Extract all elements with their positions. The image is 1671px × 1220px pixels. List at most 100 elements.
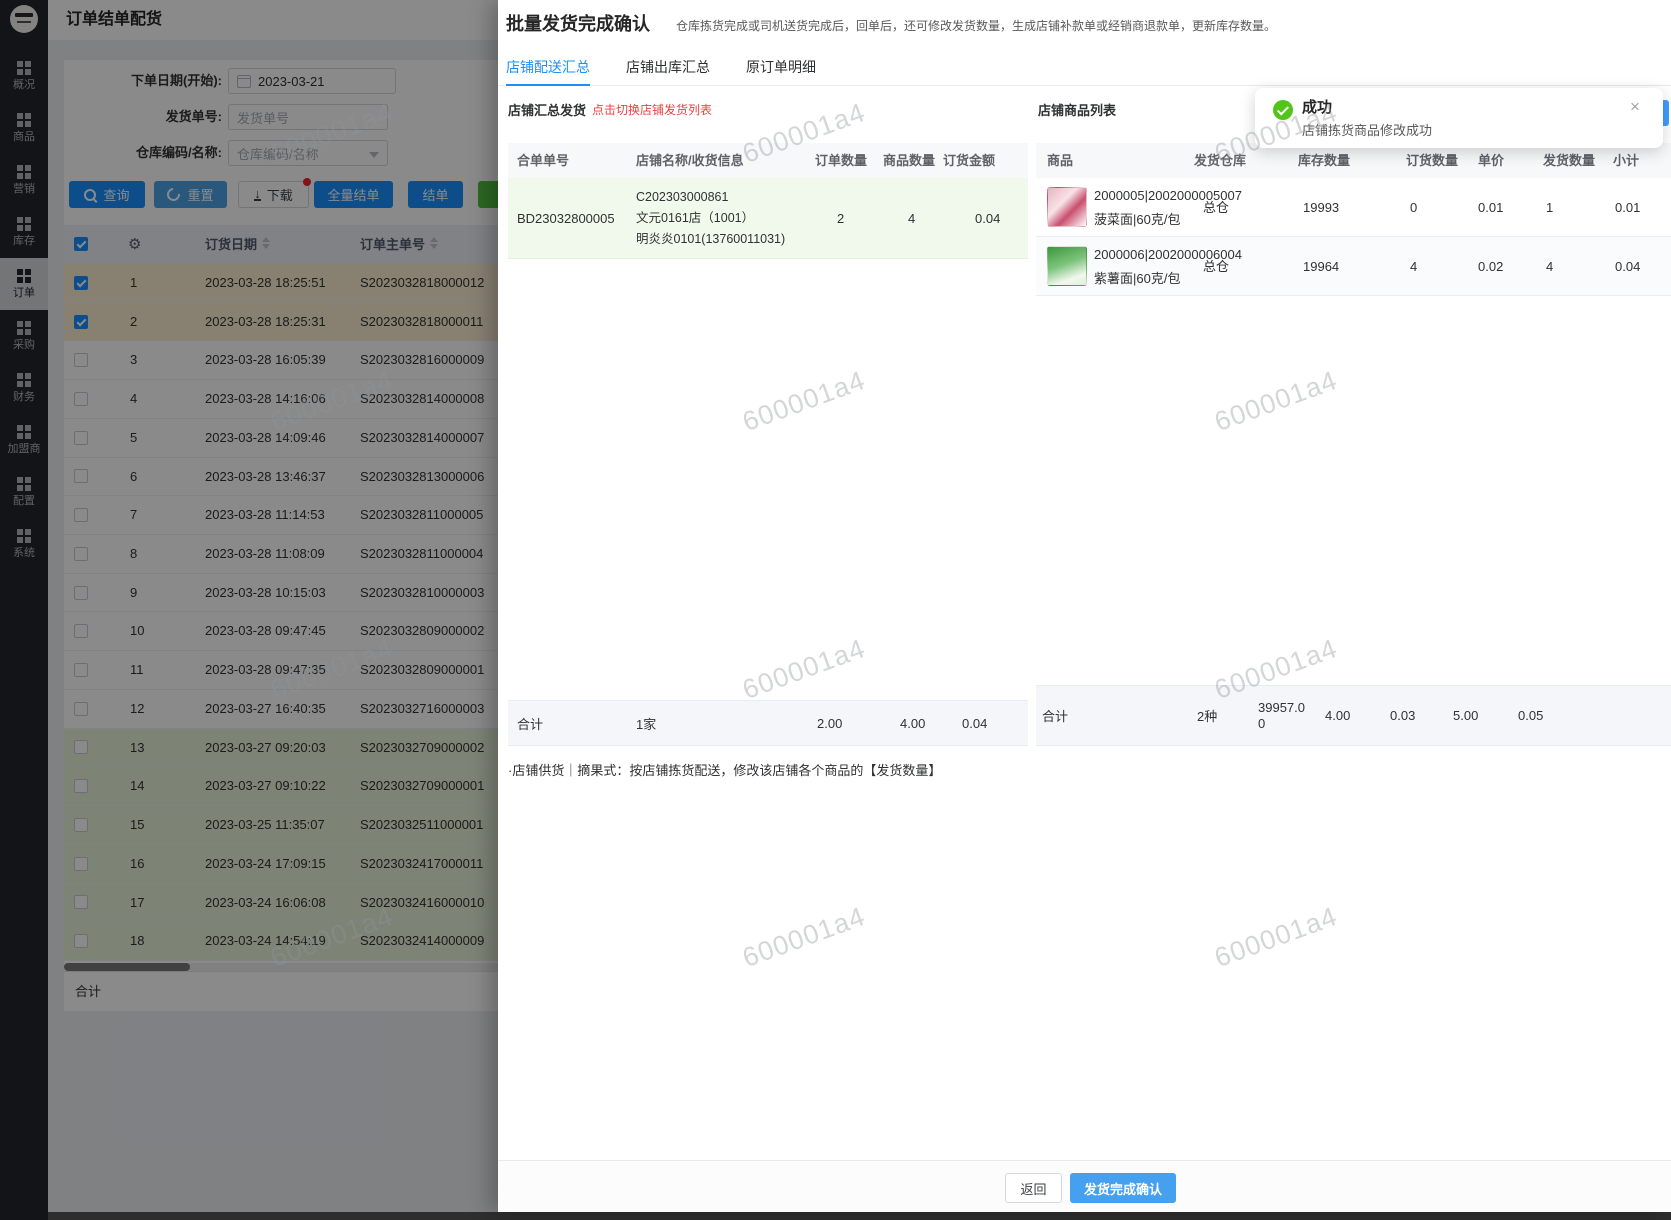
drawer-title: 批量发货完成确认 bbox=[506, 14, 650, 34]
product-row[interactable]: 2000005|2002000005007 菠菜面|60克/包 总仓 19993 0 0.… bbox=[1036, 178, 1671, 237]
order-date-cell: 2023-03-28 14:16:06 bbox=[205, 391, 326, 407]
nav-grid-icon bbox=[17, 425, 31, 439]
sidebar-item-库存[interactable]: 库存 bbox=[0, 206, 48, 258]
app-sidebar: 概况 商品 营销 库存 订单 采购 财务 加盟商 配置 系统 bbox=[0, 0, 48, 1220]
product-row[interactable]: 2000006|2002000006004 紫薯面|60克/包 总仓 19964 4 0.… bbox=[1036, 237, 1671, 296]
nav-grid-icon bbox=[17, 529, 31, 543]
order-date-input[interactable]: 2023-03-21 bbox=[228, 68, 396, 94]
products-panel-title: 店铺商品列表 bbox=[1038, 103, 1117, 118]
warehouse-label: 仓库编码/名称: bbox=[136, 145, 222, 160]
row-checkbox[interactable] bbox=[74, 701, 88, 716]
warehouse-select[interactable]: 仓库编码/名称 bbox=[228, 140, 388, 166]
tab-shop-outbound-summary[interactable]: 店铺出库汇总 bbox=[626, 58, 710, 75]
sidebar-item-概况[interactable]: 概况 bbox=[0, 50, 48, 102]
drawer-tabs: 店铺配送汇总 店铺出库汇总 原订单明细 bbox=[498, 48, 1671, 86]
back-button[interactable]: 返回 bbox=[1005, 1173, 1062, 1203]
goods-qty-cell: 4 bbox=[908, 211, 916, 226]
summary-shops: 1家 bbox=[636, 716, 657, 732]
row-checkbox[interactable] bbox=[74, 314, 88, 329]
column-settings-header[interactable]: ⚙ bbox=[128, 225, 141, 264]
summary-price: 0.03 bbox=[1390, 708, 1416, 723]
row-checkbox[interactable] bbox=[74, 469, 88, 484]
order-date-cell: 2023-03-28 10:15:03 bbox=[205, 584, 326, 600]
query-button[interactable]: 查询 bbox=[69, 181, 145, 208]
row-checkbox[interactable] bbox=[74, 430, 88, 445]
close-icon[interactable]: × bbox=[1630, 97, 1640, 116]
nav-grid-icon bbox=[17, 269, 31, 283]
row-checkbox[interactable] bbox=[74, 546, 88, 561]
products-table-header: 商品 发货仓库 库存数量 订货数量 单价 发货数量 小计 bbox=[1036, 143, 1671, 178]
order-no-cell: S2023032716000003 bbox=[360, 700, 485, 716]
order-date-header[interactable]: 订货日期 bbox=[205, 225, 271, 264]
sidebar-item-订单[interactable]: 订单 bbox=[0, 258, 48, 310]
notification-dot bbox=[303, 178, 311, 186]
reset-button[interactable]: 重置 bbox=[154, 181, 227, 208]
settle-all-button[interactable]: 全量结单 bbox=[314, 181, 393, 208]
col-subtotal: 小计 bbox=[1613, 153, 1640, 168]
tab-original-order-detail[interactable]: 原订单明细 bbox=[746, 58, 816, 75]
order-no-cell: S2023032414000009 bbox=[360, 933, 485, 949]
row-checkbox[interactable] bbox=[74, 508, 88, 523]
row-checkbox[interactable] bbox=[74, 934, 88, 949]
sidebar-item-商品[interactable]: 商品 bbox=[0, 102, 48, 154]
bottom-bar bbox=[0, 1212, 1671, 1220]
order-date-cell: 2023-03-28 11:08:09 bbox=[205, 546, 325, 562]
ship-qty-cell: 4 bbox=[1546, 259, 1554, 274]
shipment-panel-title: 店铺汇总发货 bbox=[508, 103, 587, 118]
row-checkbox[interactable] bbox=[74, 740, 88, 755]
row-checkbox[interactable] bbox=[74, 663, 88, 678]
row-checkbox[interactable] bbox=[74, 856, 88, 871]
tab-shop-delivery-summary[interactable]: 店铺配送汇总 bbox=[506, 48, 590, 86]
warehouse-cell: 总仓 bbox=[1203, 259, 1230, 274]
order-no-header[interactable]: 订单主单号 bbox=[360, 225, 439, 264]
row-checkbox[interactable] bbox=[74, 779, 88, 794]
brand-logo[interactable] bbox=[10, 5, 38, 33]
sidebar-item-配置[interactable]: 配置 bbox=[0, 466, 48, 518]
nav-grid-icon bbox=[17, 217, 31, 231]
ship-complete-confirm-button[interactable]: 发货完成确认 bbox=[1070, 1173, 1176, 1203]
row-checkbox[interactable] bbox=[74, 624, 88, 639]
horizontal-scrollbar-thumb[interactable] bbox=[64, 963, 190, 971]
warehouse-cell: 总仓 bbox=[1203, 200, 1230, 215]
order-date-cell: 2023-03-28 18:25:51 bbox=[205, 275, 326, 290]
toast-message: 店铺拣货商品修改成功 bbox=[1302, 123, 1433, 138]
sort-icon[interactable] bbox=[262, 237, 271, 249]
ordered-cell: 4 bbox=[1410, 259, 1418, 274]
col-warehouse: 发货仓库 bbox=[1194, 153, 1247, 168]
summary-ordered: 4.00 bbox=[1325, 708, 1351, 723]
summary-label: 合计 bbox=[1042, 709, 1069, 724]
row-checkbox[interactable] bbox=[74, 275, 88, 290]
download-button[interactable]: ↓ 下载 bbox=[238, 178, 311, 208]
sidebar-item-采购[interactable]: 采购 bbox=[0, 310, 48, 362]
row-checkbox[interactable] bbox=[74, 585, 88, 600]
col-amount: 订货金额 bbox=[943, 153, 996, 168]
sidebar-item-加盟商[interactable]: 加盟商 bbox=[0, 414, 48, 466]
ship-no-input[interactable]: 发货单号 bbox=[228, 104, 388, 130]
order-date-cell: 2023-03-28 16:05:39 bbox=[205, 352, 326, 368]
sort-icon[interactable] bbox=[430, 237, 439, 249]
switch-shop-list-link[interactable]: 点击切换店铺发货列表 bbox=[592, 103, 713, 117]
row-index: 7 bbox=[130, 507, 138, 523]
shipment-row[interactable]: BD23032800005 C202303000861 文元0161店（1001… bbox=[508, 178, 1028, 259]
row-checkbox[interactable] bbox=[74, 895, 88, 910]
sidebar-item-系统[interactable]: 系统 bbox=[0, 518, 48, 570]
order-date-cell: 2023-03-28 13:46:37 bbox=[205, 468, 326, 484]
col-product: 商品 bbox=[1047, 153, 1074, 168]
row-checkbox[interactable] bbox=[74, 392, 88, 407]
row-index: 14 bbox=[130, 778, 145, 794]
row-index: 10 bbox=[130, 623, 145, 639]
row-checkbox[interactable] bbox=[74, 353, 88, 368]
order-no-cell: S2023032417000011 bbox=[360, 855, 484, 871]
order-no-cell: S2023032811000004 bbox=[360, 546, 484, 562]
nav-grid-icon bbox=[17, 373, 31, 387]
horizontal-scrollbar[interactable] bbox=[64, 963, 500, 971]
sidebar-item-财务[interactable]: 财务 bbox=[0, 362, 48, 414]
sidebar-item-营销[interactable]: 营销 bbox=[0, 154, 48, 206]
summary-label: 合计 bbox=[75, 984, 102, 999]
products-summary-row: 合计 2种 39957.00 4.00 0.03 5.00 0.05 bbox=[1036, 685, 1671, 746]
settle-button[interactable]: 结单 bbox=[408, 181, 463, 208]
row-index: 5 bbox=[130, 429, 138, 445]
row-checkbox[interactable] bbox=[74, 817, 88, 832]
product-image bbox=[1047, 187, 1087, 227]
select-all-checkbox[interactable] bbox=[74, 237, 88, 251]
